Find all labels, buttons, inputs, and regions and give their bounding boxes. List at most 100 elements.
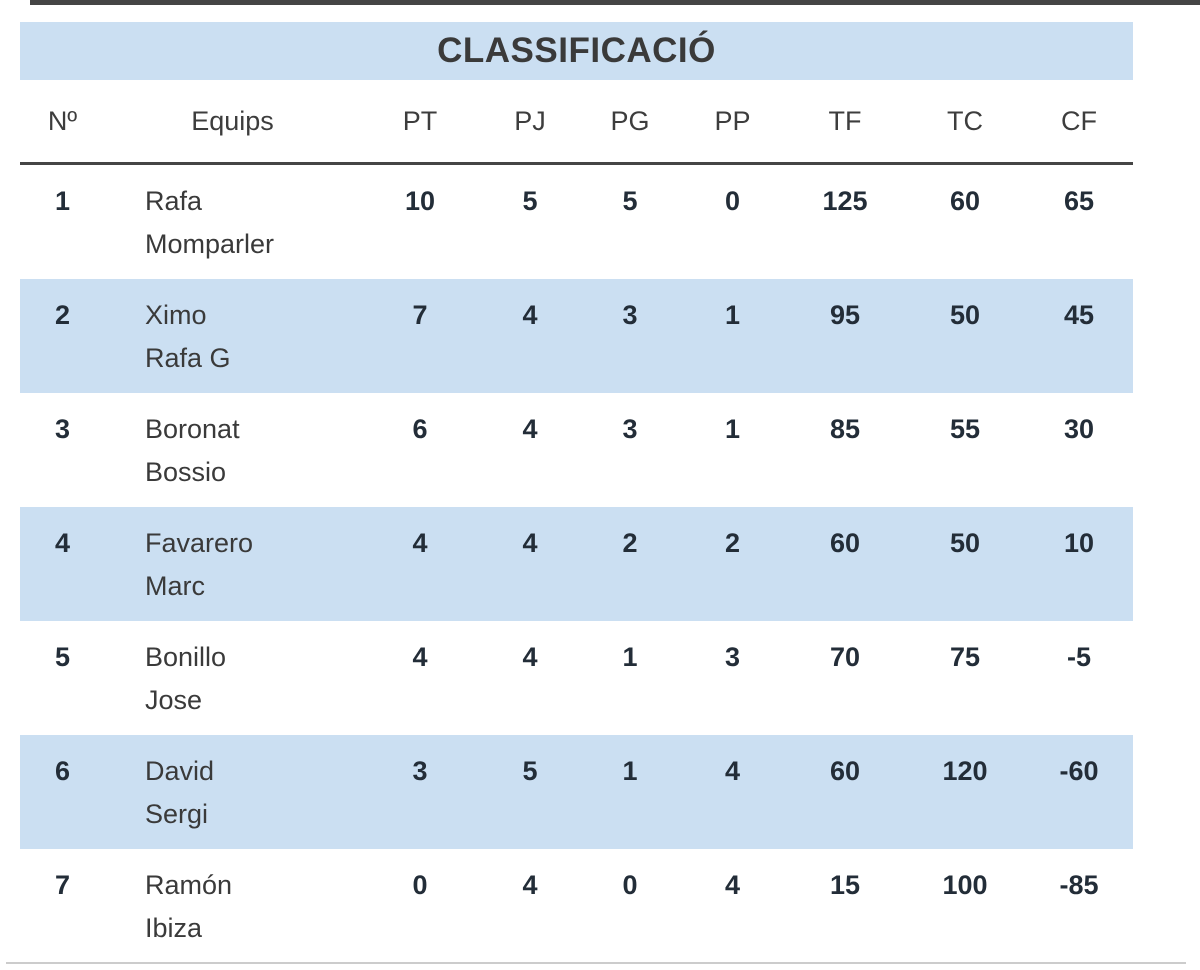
team-cell: Rafa Momparler bbox=[105, 165, 360, 266]
header-pt: PT bbox=[402, 105, 438, 136]
stat-pg: 1 bbox=[622, 642, 638, 672]
stat-tf: 60 bbox=[829, 756, 861, 786]
stat-cf: -60 bbox=[1059, 756, 1099, 786]
stat-pp: 4 bbox=[724, 870, 741, 900]
stat-pj: 4 bbox=[522, 870, 538, 900]
table-header-row: Nº Equips PT PJ PG PP TF TC CF bbox=[20, 80, 1133, 165]
bottom-divider bbox=[6, 962, 1186, 964]
team-name-line2: Momparler bbox=[145, 229, 275, 259]
team-cell: David Sergi bbox=[105, 735, 360, 836]
stat-pt: 6 bbox=[412, 414, 428, 444]
table-row: 4 Favarero Marc 4 4 2 2 60 50 10 bbox=[20, 507, 1133, 621]
stat-pp: 1 bbox=[724, 414, 741, 444]
stat-pj: 5 bbox=[522, 756, 538, 786]
team-name-line2: Rafa G bbox=[145, 343, 231, 373]
header-pg: PG bbox=[610, 105, 650, 136]
stat-pt: 0 bbox=[412, 870, 428, 900]
header-equips: Equips bbox=[191, 105, 274, 136]
stat-pg: 0 bbox=[622, 870, 638, 900]
stat-pg: 2 bbox=[622, 528, 638, 558]
classification-table: CLASSIFICACIÓ Nº Equips PT PJ PG PP TF T… bbox=[20, 22, 1133, 963]
rank-cell: 3 bbox=[54, 414, 71, 444]
stat-cf: 45 bbox=[1063, 300, 1095, 330]
header-rank: Nº bbox=[47, 105, 78, 136]
stat-pg: 3 bbox=[622, 414, 638, 444]
team-cell: Ramón Ibiza bbox=[105, 849, 360, 950]
team-name-line2: Sergi bbox=[145, 799, 209, 829]
team-cell: Boronat Bossio bbox=[105, 393, 360, 494]
top-divider bbox=[30, 0, 1200, 5]
stat-pj: 4 bbox=[522, 414, 538, 444]
header-tc: TC bbox=[947, 105, 983, 136]
header-pj: PJ bbox=[514, 105, 546, 136]
stat-cf: 30 bbox=[1063, 414, 1095, 444]
table-row: 6 David Sergi 3 5 1 4 60 120 -60 bbox=[20, 735, 1133, 849]
stat-pj: 4 bbox=[522, 300, 538, 330]
stat-pt: 10 bbox=[404, 186, 436, 216]
stat-pp: 3 bbox=[724, 642, 741, 672]
stat-cf: -5 bbox=[1066, 642, 1091, 672]
table-title-bar: CLASSIFICACIÓ bbox=[20, 22, 1133, 80]
stat-pj: 4 bbox=[522, 642, 538, 672]
team-name-line1: Boronat bbox=[145, 414, 240, 444]
table-title: CLASSIFICACIÓ bbox=[437, 31, 716, 70]
team-name-line2: Jose bbox=[145, 685, 203, 715]
table-row: 7 Ramón Ibiza 0 4 0 4 15 100 -85 bbox=[20, 849, 1133, 963]
table-row: 1 Rafa Momparler 10 5 5 0 125 60 65 bbox=[20, 165, 1133, 279]
rank-cell: 1 bbox=[54, 186, 71, 216]
team-name-line1: Bonillo bbox=[145, 642, 227, 672]
team-name-line2: Ibiza bbox=[145, 913, 203, 943]
stat-tc: 50 bbox=[949, 528, 981, 558]
team-name-line1: Ximo bbox=[145, 300, 207, 330]
stat-pt: 4 bbox=[412, 528, 428, 558]
stat-tc: 100 bbox=[942, 870, 988, 900]
header-pp: PP bbox=[714, 105, 751, 136]
stat-pp: 4 bbox=[724, 756, 741, 786]
stat-tf: 60 bbox=[829, 528, 861, 558]
stat-pj: 5 bbox=[522, 186, 538, 216]
team-cell: Favarero Marc bbox=[105, 507, 360, 608]
table-row: 2 Ximo Rafa G 7 4 3 1 95 50 45 bbox=[20, 279, 1133, 393]
rank-cell: 2 bbox=[54, 300, 71, 330]
team-name-line1: David bbox=[145, 756, 215, 786]
rank-cell: 5 bbox=[54, 642, 71, 672]
stat-pp: 0 bbox=[724, 186, 741, 216]
stat-tc: 50 bbox=[949, 300, 981, 330]
stat-tf: 125 bbox=[822, 186, 868, 216]
table-row: 3 Boronat Bossio 6 4 3 1 85 55 30 bbox=[20, 393, 1133, 507]
stat-tf: 15 bbox=[829, 870, 861, 900]
stat-pp: 2 bbox=[724, 528, 741, 558]
stat-pp: 1 bbox=[724, 300, 741, 330]
stat-pt: 7 bbox=[412, 300, 428, 330]
rank-cell: 7 bbox=[54, 870, 71, 900]
team-name-line2: Marc bbox=[145, 571, 205, 601]
team-name-line1: Rafa bbox=[145, 186, 203, 216]
team-name-line1: Favarero bbox=[145, 528, 254, 558]
stat-cf: 10 bbox=[1063, 528, 1095, 558]
table-row: 5 Bonillo Jose 4 4 1 3 70 75 -5 bbox=[20, 621, 1133, 735]
header-tf: TF bbox=[828, 105, 862, 136]
stat-cf: -85 bbox=[1059, 870, 1099, 900]
rank-cell: 4 bbox=[54, 528, 71, 558]
team-name-line1: Ramón bbox=[145, 870, 233, 900]
stat-pg: 5 bbox=[622, 186, 638, 216]
team-cell: Ximo Rafa G bbox=[105, 279, 360, 380]
stat-tf: 70 bbox=[829, 642, 861, 672]
stat-tf: 95 bbox=[829, 300, 861, 330]
stat-tc: 60 bbox=[949, 186, 981, 216]
stat-pg: 1 bbox=[622, 756, 638, 786]
stat-tc: 55 bbox=[949, 414, 981, 444]
stat-tf: 85 bbox=[829, 414, 861, 444]
stat-tc: 120 bbox=[942, 756, 988, 786]
stat-pt: 3 bbox=[412, 756, 428, 786]
team-name-line2: Bossio bbox=[145, 457, 227, 487]
team-cell: Bonillo Jose bbox=[105, 621, 360, 722]
stat-pj: 4 bbox=[522, 528, 538, 558]
header-cf: CF bbox=[1061, 105, 1097, 136]
stat-pg: 3 bbox=[622, 300, 638, 330]
stat-cf: 65 bbox=[1063, 186, 1095, 216]
stat-tc: 75 bbox=[949, 642, 981, 672]
rank-cell: 6 bbox=[54, 756, 71, 786]
stat-pt: 4 bbox=[412, 642, 428, 672]
